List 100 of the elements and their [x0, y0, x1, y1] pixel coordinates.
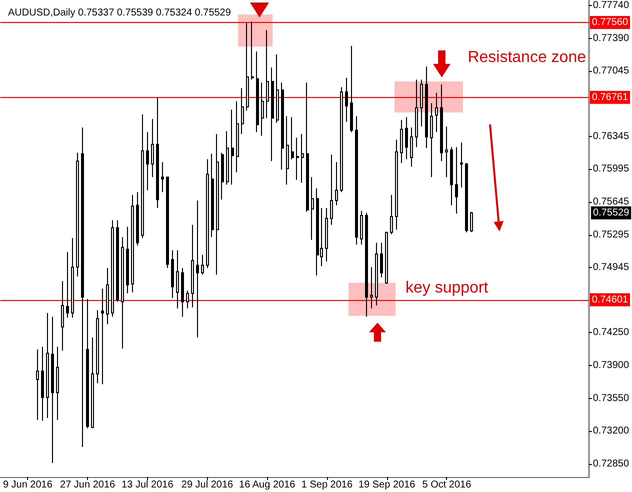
- candlestick: [410, 126, 413, 168]
- candlestick: [365, 212, 368, 318]
- candlestick: [216, 134, 219, 276]
- candlestick: [311, 176, 314, 240]
- candlestick: [66, 252, 69, 318]
- candlestick: [405, 116, 408, 160]
- candlestick: [221, 152, 224, 200]
- candlestick: [261, 82, 264, 136]
- candlestick: [186, 290, 189, 309]
- candlestick: [246, 22, 249, 112]
- candlestick: [385, 232, 388, 284]
- candlestick: [291, 116, 294, 160]
- candlestick: [395, 139, 398, 230]
- candlestick: [126, 226, 129, 294]
- y-tick-label: 0.74945: [592, 262, 630, 274]
- candlestick: [430, 102, 433, 178]
- candlestick: [445, 126, 448, 178]
- candlestick: [355, 116, 358, 246]
- candlestick: [196, 200, 199, 338]
- y-tick-label: 0.77045: [592, 65, 630, 76]
- candlestick: [91, 336, 94, 429]
- candlestick: [141, 114, 144, 239]
- y-tick-label: 0.76345: [592, 130, 630, 142]
- y-tick-label: 0.75295: [592, 229, 630, 240]
- candlestick: [271, 66, 274, 162]
- candlestick: [375, 242, 378, 306]
- candlestick: [226, 130, 229, 186]
- candlestick: [206, 158, 209, 269]
- candlestick: [76, 152, 79, 277]
- candlestick: [306, 82, 309, 212]
- candlestick: [316, 188, 319, 276]
- candlestick: [96, 310, 99, 384]
- x-tick-label: 13 Jul 2016: [122, 480, 174, 490]
- candlestick: [435, 92, 438, 133]
- candlestick: [440, 84, 443, 162]
- candlestick: [191, 224, 194, 308]
- candlestick: [231, 109, 234, 186]
- y-tick-label: 0.73550: [592, 392, 630, 404]
- annotation: Resistance zone: [468, 48, 586, 66]
- candlestick: [420, 79, 423, 128]
- annotation: key support: [406, 279, 489, 296]
- candlestick: [251, 21, 254, 80]
- candlestick: [296, 137, 299, 180]
- y-tick-label: 0.74250: [592, 327, 630, 338]
- ref-line-label: 0.76761: [592, 92, 628, 103]
- y-tick-label: 0.75995: [592, 164, 630, 175]
- candlestick: [151, 118, 154, 178]
- candlestick: [325, 208, 328, 262]
- candlestick: [116, 220, 119, 302]
- candlestick: [390, 194, 393, 235]
- candlestick: [51, 316, 54, 464]
- candlestick: [465, 162, 468, 233]
- candlestick: [146, 132, 149, 191]
- candlestick: [111, 220, 114, 318]
- candlestick: [350, 45, 353, 133]
- candlestick: [136, 192, 139, 246]
- x-tick-label: 27 Jun 2016: [60, 480, 116, 490]
- candlestick: [256, 51, 259, 133]
- candlestick: [380, 242, 383, 278]
- candlestick: [156, 96, 159, 209]
- candlestick: [166, 176, 169, 269]
- candlestick: [370, 266, 373, 309]
- candlestick: [400, 119, 403, 164]
- candlestick: [81, 126, 84, 448]
- candlestick: [340, 86, 343, 193]
- x-tick-label: 29 Jul 2016: [181, 480, 234, 490]
- x-tick-label: 19 Sep 2016: [358, 480, 416, 490]
- x-tick-label: 1 Sep 2016: [301, 480, 353, 490]
- candlestick: [425, 66, 428, 149]
- candlestick: [286, 116, 289, 186]
- ref-line-label: 0.74601: [592, 294, 628, 306]
- y-tick-label: 0.73200: [592, 426, 630, 437]
- x-tick-label: 16 Aug 2016: [239, 480, 296, 490]
- text: AUDUSD,Daily 0.75337 0.75539 0.75324 0.75529: [8, 8, 232, 18]
- candlestick: [131, 194, 134, 293]
- y-tick-label: 0.73900: [592, 360, 630, 371]
- candlestick: [201, 254, 204, 276]
- y-tick-label: 0.77390: [592, 32, 630, 44]
- candlestick: [161, 162, 164, 193]
- candlestick: [281, 82, 284, 170]
- candlestick: [41, 346, 44, 422]
- y-tick-label: 0.77740: [592, 0, 630, 12]
- candlestick: [56, 346, 59, 420]
- candlestick: [236, 100, 239, 173]
- candlestick: [360, 210, 363, 246]
- candlestick: [171, 250, 174, 299]
- candlestick: [276, 54, 279, 124]
- candlestick: [470, 211, 473, 233]
- candlestick: [345, 77, 348, 122]
- candlestick: [181, 268, 184, 318]
- candlestick: [211, 153, 214, 238]
- candlestick: [460, 142, 463, 188]
- x-tick-label: 9 Jun 2016: [2, 480, 53, 490]
- candlestick: [71, 238, 74, 318]
- ref-line-label: 0.77560: [592, 16, 628, 28]
- candlestick: [450, 146, 453, 206]
- y-tick-label: 0.75645: [592, 196, 630, 208]
- candlestick: [330, 154, 333, 226]
- candlestick: [241, 88, 244, 135]
- x-tick-label: 5 Oct 2016: [422, 480, 472, 490]
